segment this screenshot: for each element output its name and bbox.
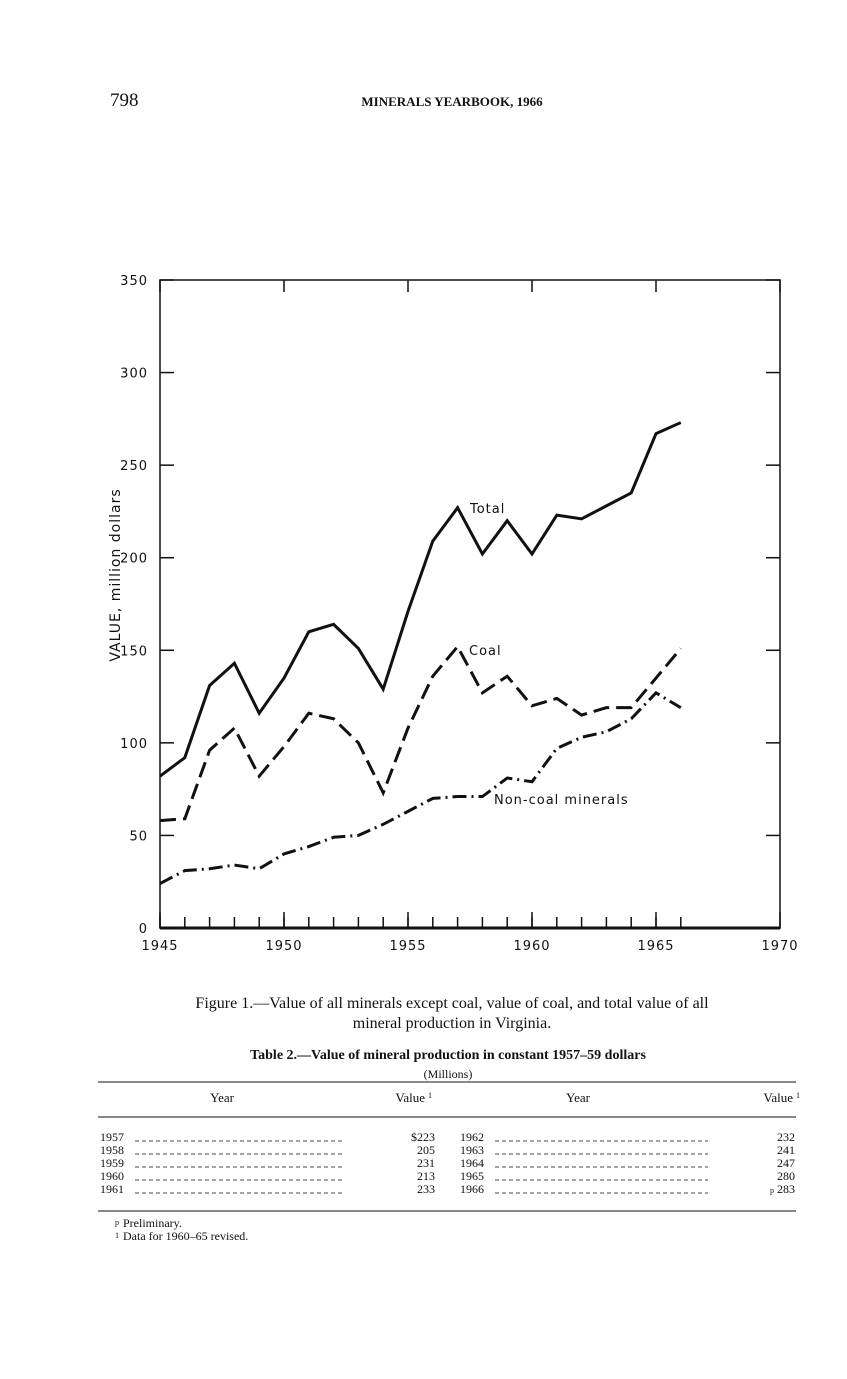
row-value: 231 [417,1156,435,1170]
x-tick-label: 1970 [761,939,798,954]
x-tick-label: 1955 [389,939,426,954]
row-value: 232 [777,1130,795,1144]
y-tick-label: 100 [120,737,148,752]
running-title: MINERALS YEARBOOK, 1966 [361,94,543,109]
row-year: 1962 [460,1130,484,1144]
value-text: 283 [777,1182,795,1196]
row-value: 247 [777,1156,795,1170]
table-title: Table 2.—Value of mineral production in … [250,1048,646,1063]
table-subtitle: (Millions) [424,1067,473,1081]
value-text: 241 [777,1143,795,1157]
y-tick-label: 50 [129,829,148,844]
column-header: Value 1 [763,1090,800,1105]
value-text: 205 [417,1143,435,1157]
series-label: Non-coal minerals [494,793,629,808]
row-year: 1963 [460,1143,484,1157]
row-year: 1958 [100,1143,124,1157]
x-tick-label: 1965 [637,939,674,954]
value-text: 233 [417,1182,435,1196]
y-tick-label: 200 [120,552,148,567]
value-text: 280 [777,1169,795,1183]
footnote: 1 Data for 1960–65 revised. [115,1229,248,1243]
row-year: 1957 [100,1130,124,1144]
row-value: 213 [417,1169,435,1183]
series-line [159,690,682,885]
y-tick-label: 250 [120,459,148,474]
value-text: 213 [417,1169,435,1183]
row-value: 233 [417,1182,435,1196]
row-value: 241 [777,1143,795,1157]
row-year: 1960 [100,1169,124,1183]
footnote: p Preliminary. [115,1216,182,1230]
series-label: Coal [469,644,502,659]
footnote-mark: 1 [115,1231,119,1240]
figure-caption: Figure 1.—Value of all minerals except c… [195,995,709,1012]
chart: 0 50 100 150 200 250 300 350 1945 1950 1955 1960 196… [108,274,798,954]
row-value: $223 [411,1130,435,1144]
header-text: Year [210,1090,235,1105]
y-tick-label: 300 [120,367,148,382]
x-tick-label: 1960 [513,939,550,954]
series-line [159,421,682,778]
value-text: $223 [411,1130,435,1144]
y-tick-label: 0 [139,922,148,937]
y-tick-label: 150 [120,644,148,659]
value-text: 232 [777,1130,795,1144]
column-header: Year [566,1090,591,1105]
row-year: 1959 [100,1156,124,1170]
column-header: Year [210,1090,235,1105]
figure-caption: mineral production in Virginia. [353,1015,551,1032]
value-text: 247 [777,1156,795,1170]
column-header: Value 1 [395,1090,432,1105]
y-tick-label: 350 [120,274,148,289]
row-year: 1965 [460,1169,484,1183]
row-value: 280 [777,1169,795,1183]
footnote-text: Preliminary. [123,1216,182,1230]
plot-frame [159,279,781,929]
value-text: 231 [417,1156,435,1170]
header-text: Year [566,1090,591,1105]
header-text: Value [763,1090,793,1105]
footnote-mark: p [115,1218,119,1227]
footnote-ref: 1 [796,1091,800,1100]
header-text: Value [395,1090,425,1105]
row-year: 1964 [460,1156,484,1170]
row-value: p 283 [770,1182,795,1196]
row-year: 1961 [100,1182,124,1196]
row-value: 205 [417,1143,435,1157]
series-line [159,643,682,823]
y-axis-label: VALUE, million dollars [108,488,124,661]
footnote-ref: p [770,1186,774,1195]
x-tick-label: 1950 [265,939,302,954]
x-tick-label: 1945 [141,939,178,954]
page-number: 798 [110,90,139,111]
row-year: 1966 [460,1182,484,1196]
footnote-ref: 1 [428,1091,432,1100]
series-label: Total [469,502,505,517]
footnote-text: Data for 1960–65 revised. [123,1229,248,1243]
